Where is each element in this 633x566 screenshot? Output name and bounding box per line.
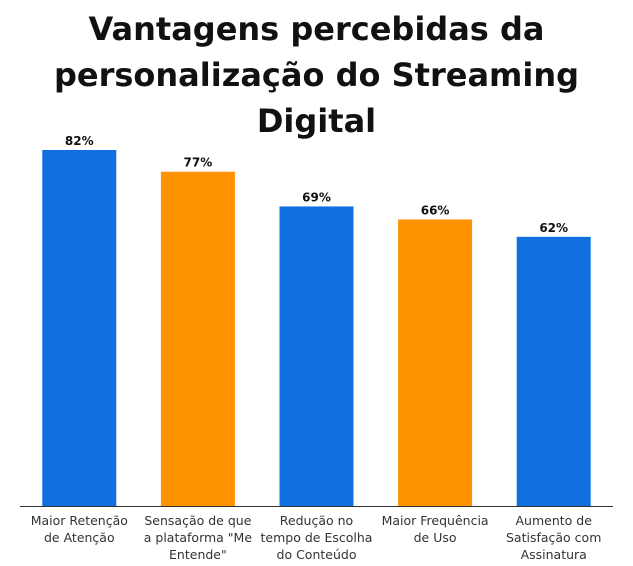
x-tick-label-3: Redução no tempo de Escolha do Conteúdo bbox=[261, 513, 373, 562]
bar-1 bbox=[42, 150, 117, 506]
x-tick-label-2: Sensação de que a plataforma "Me Entende" bbox=[144, 513, 253, 562]
bar-4 bbox=[398, 219, 473, 506]
x-tick-label-4: Maior Frequência de Uso bbox=[382, 513, 489, 545]
bar-value-label-4: 66% bbox=[421, 203, 450, 217]
x-tick-label-5: Aumento de Satisfação com Assinatura bbox=[506, 513, 601, 562]
chart-title-line-2: personalização do Streaming Digital bbox=[53, 56, 580, 140]
chart-title-line-1: Vantagens percebidas da bbox=[88, 10, 545, 48]
bar-value-label-1: 82% bbox=[65, 134, 94, 148]
bar-2 bbox=[160, 171, 235, 506]
x-tick-label-1: Maior Retenção de Atenção bbox=[31, 513, 128, 545]
bar-5 bbox=[516, 236, 591, 506]
chart-title: Vantagens percebidas da personalização d… bbox=[0, 6, 633, 144]
bar-value-label-5: 62% bbox=[539, 221, 568, 235]
bar-3 bbox=[279, 206, 354, 506]
bar-value-label-3: 69% bbox=[302, 190, 331, 204]
bar-value-label-2: 77% bbox=[184, 156, 213, 170]
